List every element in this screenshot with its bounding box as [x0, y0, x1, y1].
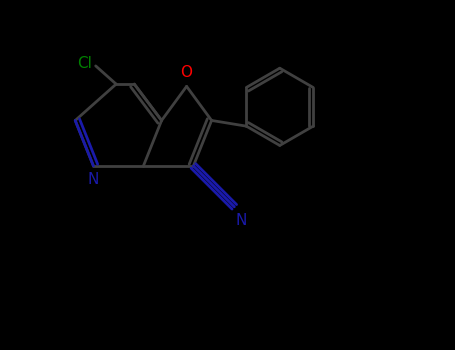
- Text: O: O: [181, 65, 192, 80]
- Text: N: N: [235, 213, 247, 228]
- Text: Cl: Cl: [77, 56, 92, 71]
- Text: N: N: [88, 172, 99, 187]
